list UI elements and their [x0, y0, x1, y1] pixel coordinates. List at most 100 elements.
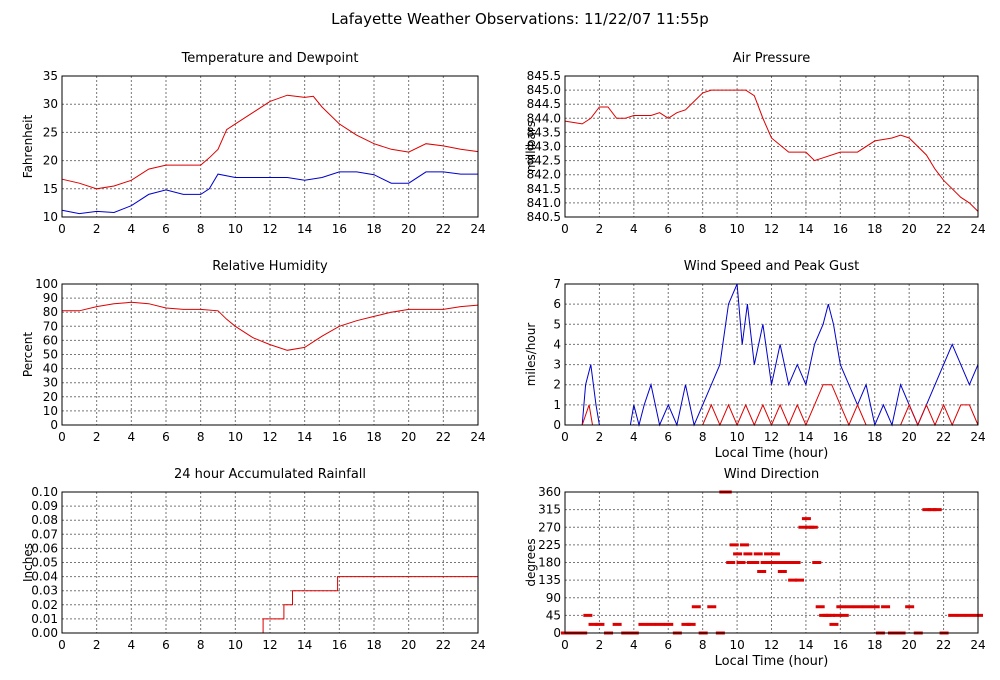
y-tick-label: 80: [43, 305, 58, 319]
direction-point: [932, 508, 942, 512]
y-tick-label: 0.08: [31, 513, 58, 527]
x-tick-label: 18: [867, 638, 882, 652]
x-tick-label: 12: [262, 638, 277, 652]
x-tick-label: 18: [366, 430, 381, 444]
x-axis-label: Local Time (hour): [715, 654, 829, 669]
x-tick-label: 8: [197, 222, 205, 236]
direction-point: [795, 578, 805, 582]
chart-title: Air Pressure: [733, 51, 811, 66]
page-title: Lafayette Weather Observations: 11/22/07…: [331, 10, 709, 28]
x-tick-label: 10: [228, 222, 243, 236]
x-tick-label: 4: [630, 638, 638, 652]
direction-point: [956, 613, 966, 617]
y-tick-label: 0.10: [31, 485, 58, 499]
direction-point: [686, 622, 696, 626]
x-tick-label: 20: [401, 430, 416, 444]
y-tick-label: 0.05: [31, 556, 58, 570]
y-tick-label: 0.00: [31, 626, 58, 640]
y-tick-label: 2: [553, 378, 561, 392]
x-tick-label: 10: [729, 222, 744, 236]
x-tick-label: 0: [561, 430, 569, 444]
x-tick-label: 16: [833, 638, 848, 652]
x-axis-label: Local Time (hour): [715, 446, 829, 461]
y-tick-label: 30: [43, 97, 58, 111]
x-tick-label: 16: [332, 222, 347, 236]
direction-point: [844, 605, 854, 609]
x-tick-label: 24: [970, 430, 985, 444]
x-tick-label: 0: [58, 222, 66, 236]
x-tick-label: 22: [936, 638, 951, 652]
y-tick-label: 45: [546, 608, 561, 622]
x-tick-label: 10: [228, 430, 243, 444]
direction-point: [767, 561, 777, 564]
direction-point: [739, 543, 749, 547]
x-tick-label: 4: [630, 430, 638, 444]
x-tick-label: 2: [93, 222, 101, 236]
x-tick-label: 0: [58, 430, 66, 444]
y-tick-label: 4: [553, 337, 561, 351]
direction-point: [750, 561, 760, 564]
direction-point: [595, 622, 605, 626]
direction-point: [655, 622, 665, 626]
x-tick-label: 12: [764, 430, 779, 444]
direction-point: [948, 613, 958, 617]
x-tick-label: 18: [366, 638, 381, 652]
direction-point: [753, 552, 763, 556]
direction-point: [736, 561, 746, 564]
x-tick-label: 18: [366, 222, 381, 236]
x-tick-label: 10: [228, 638, 243, 652]
x-tick-label: 24: [470, 430, 485, 444]
series-line-2: [565, 384, 979, 427]
x-tick-label: 20: [902, 638, 917, 652]
direction-point: [647, 622, 657, 626]
chart-humidity: 0 2 4 6 8 10 12 14 16 18 20 22 240102030405060708090…: [21, 259, 486, 444]
x-tick-label: 8: [699, 430, 707, 444]
x-tick-label: 20: [902, 222, 917, 236]
x-tick-label: 12: [764, 638, 779, 652]
chart-temp: 0 2 4 6 8 10 12 14 16 18 20 22 24101520253035Tempera…: [21, 51, 486, 236]
y-tick-label: 10: [43, 210, 58, 224]
x-tick-label: 22: [436, 430, 451, 444]
y-axis-label: degrees: [524, 538, 538, 586]
x-tick-label: 12: [262, 430, 277, 444]
x-tick-label: 18: [867, 430, 882, 444]
x-tick-label: 4: [128, 430, 136, 444]
y-axis-label: Percent: [21, 332, 35, 377]
y-tick-label: 315: [538, 503, 561, 517]
y-tick-label: 15: [43, 182, 58, 196]
x-tick-label: 20: [401, 222, 416, 236]
x-tick-label: 10: [729, 638, 744, 652]
y-tick-label: 180: [538, 556, 561, 570]
x-tick-label: 6: [162, 638, 170, 652]
x-tick-label: 6: [664, 430, 672, 444]
x-tick-label: 2: [93, 638, 101, 652]
direction-point: [707, 605, 717, 609]
direction-point: [870, 605, 880, 609]
y-tick-label: 845.0: [527, 83, 561, 97]
x-tick-label: 12: [764, 222, 779, 236]
x-tick-label: 2: [596, 638, 604, 652]
y-tick-label: 60: [43, 333, 58, 347]
x-tick-label: 12: [262, 222, 277, 236]
y-tick-label: 360: [538, 485, 561, 499]
x-tick-label: 0: [561, 222, 569, 236]
direction-point: [826, 613, 836, 617]
direction-point: [691, 605, 701, 609]
plot-frame: [61, 75, 479, 218]
direction-point: [801, 517, 811, 521]
x-tick-label: 4: [128, 222, 136, 236]
y-tick-label: 90: [43, 291, 58, 305]
direction-point: [638, 622, 648, 626]
direction-point: [905, 605, 915, 609]
chart-title: 24 hour Accumulated Rainfall: [174, 467, 366, 482]
x-tick-label: 14: [297, 430, 312, 444]
x-tick-label: 8: [699, 638, 707, 652]
y-tick-label: 840.5: [527, 210, 561, 224]
x-tick-label: 14: [297, 638, 312, 652]
direction-point: [784, 561, 794, 564]
chart-title: Wind Direction: [724, 467, 820, 482]
direction-point: [612, 622, 622, 626]
x-tick-label: 16: [332, 430, 347, 444]
x-tick-label: 18: [867, 222, 882, 236]
